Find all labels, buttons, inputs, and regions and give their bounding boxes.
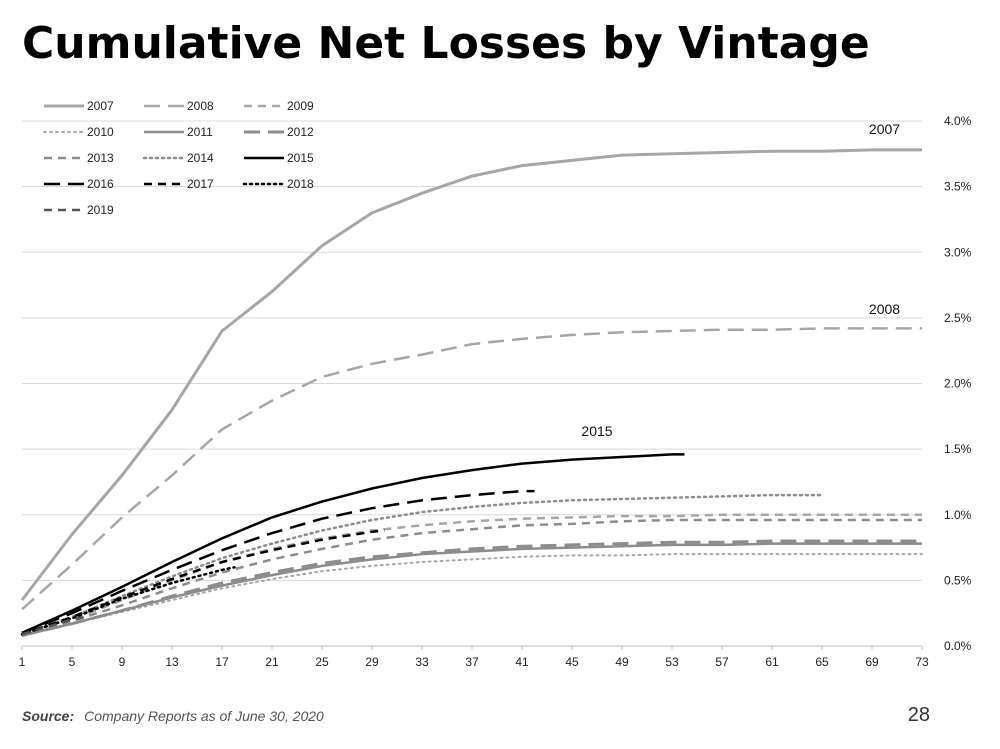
x-tick-label: 29 (365, 655, 379, 669)
page-title: Cumulative Net Losses by Vintage (22, 18, 870, 69)
x-tick-label: 13 (165, 655, 179, 669)
line-chart: 0.0% 0.5% 1.0% 1.5% 2.0% 2.5% 3.0% 3.5% 4.0% 1 5 9 1… (19, 99, 972, 669)
legend-label-2017: 2017 (187, 177, 214, 191)
x-tick-label: 69 (865, 655, 879, 669)
y-tick-label: 2.0% (944, 377, 972, 391)
legend-label-2014: 2014 (187, 151, 214, 165)
series-line-2008 (21, 327, 922, 611)
legend-label-2010: 2010 (87, 125, 114, 139)
x-tick-label: 17 (215, 655, 229, 669)
series-line-2015 (21, 453, 685, 635)
legend-label-2007: 2007 (87, 99, 114, 113)
x-tick-label: 41 (515, 655, 529, 669)
y-tick-label: 1.5% (944, 442, 972, 456)
legend-label-2009: 2009 (287, 99, 314, 113)
legend-label-2011: 2011 (187, 125, 213, 139)
series-layer (20, 148, 923, 637)
x-tick-label: 49 (615, 655, 629, 669)
legend-label-2013: 2013 (87, 151, 114, 165)
y-tick-label: 4.0% (944, 114, 972, 128)
series-line-2013 (21, 518, 922, 637)
gridlines (22, 120, 922, 581)
annotation-label: 2008 (869, 301, 900, 317)
x-tick-label: 9 (119, 655, 126, 669)
x-tick-label: 61 (765, 655, 779, 669)
series-line-2011 (21, 542, 922, 637)
y-tick-label: 3.5% (944, 180, 972, 194)
series-line-2014 (20, 493, 824, 636)
series-line-2007 (20, 148, 922, 602)
source-label: Source: (22, 708, 75, 724)
legend-label-2019: 2019 (87, 203, 114, 217)
annotation-label: 2007 (869, 121, 900, 137)
x-tick-label: 37 (465, 655, 479, 669)
x-tick-label: 21 (265, 655, 279, 669)
source-note: Source: Company Reports as of June 30, 20… (22, 708, 324, 724)
x-tick-label: 1 (19, 655, 26, 669)
legend-label-2008: 2008 (187, 99, 214, 113)
axes: 0.0% 0.5% 1.0% 1.5% 2.0% 2.5% 3.0% 3.5% 4.0% 1 5 9 1… (19, 114, 972, 669)
series-line-2012 (21, 539, 922, 637)
series-line-2019 (21, 615, 85, 636)
y-tick-label: 1.0% (944, 508, 972, 522)
x-tick-label: 73 (915, 655, 929, 669)
page-number: 28 (907, 704, 930, 726)
x-tick-label: 45 (565, 655, 579, 669)
x-tick-label: 57 (715, 655, 729, 669)
y-tick-label: 0.0% (944, 639, 972, 653)
annotations: 2007 2008 2015 (581, 121, 900, 439)
legend-label-2012: 2012 (287, 125, 314, 139)
x-tick-label: 5 (69, 655, 76, 669)
source-text: Company Reports as of June 30, 2020 (84, 708, 324, 724)
y-tick-label: 0.5% (944, 573, 972, 587)
series-line-2017 (21, 529, 385, 636)
x-tick-label: 33 (415, 655, 429, 669)
legend-label-2018: 2018 (287, 177, 314, 191)
annotation-label: 2015 (581, 423, 612, 439)
x-tick-label: 65 (815, 655, 829, 669)
legend: 2007 2008 2009 2010 2011 2012 2013 2014 2015 2016… (43, 99, 314, 217)
y-tick-label: 2.5% (944, 311, 972, 325)
legend-label-2016: 2016 (87, 177, 114, 191)
series-line-2016 (21, 489, 535, 635)
y-tick-label: 3.0% (944, 245, 972, 259)
series-line-2010 (21, 553, 923, 637)
x-tick-label: 25 (315, 655, 329, 669)
x-tick-label: 53 (665, 655, 679, 669)
legend-label-2015: 2015 (287, 151, 314, 165)
